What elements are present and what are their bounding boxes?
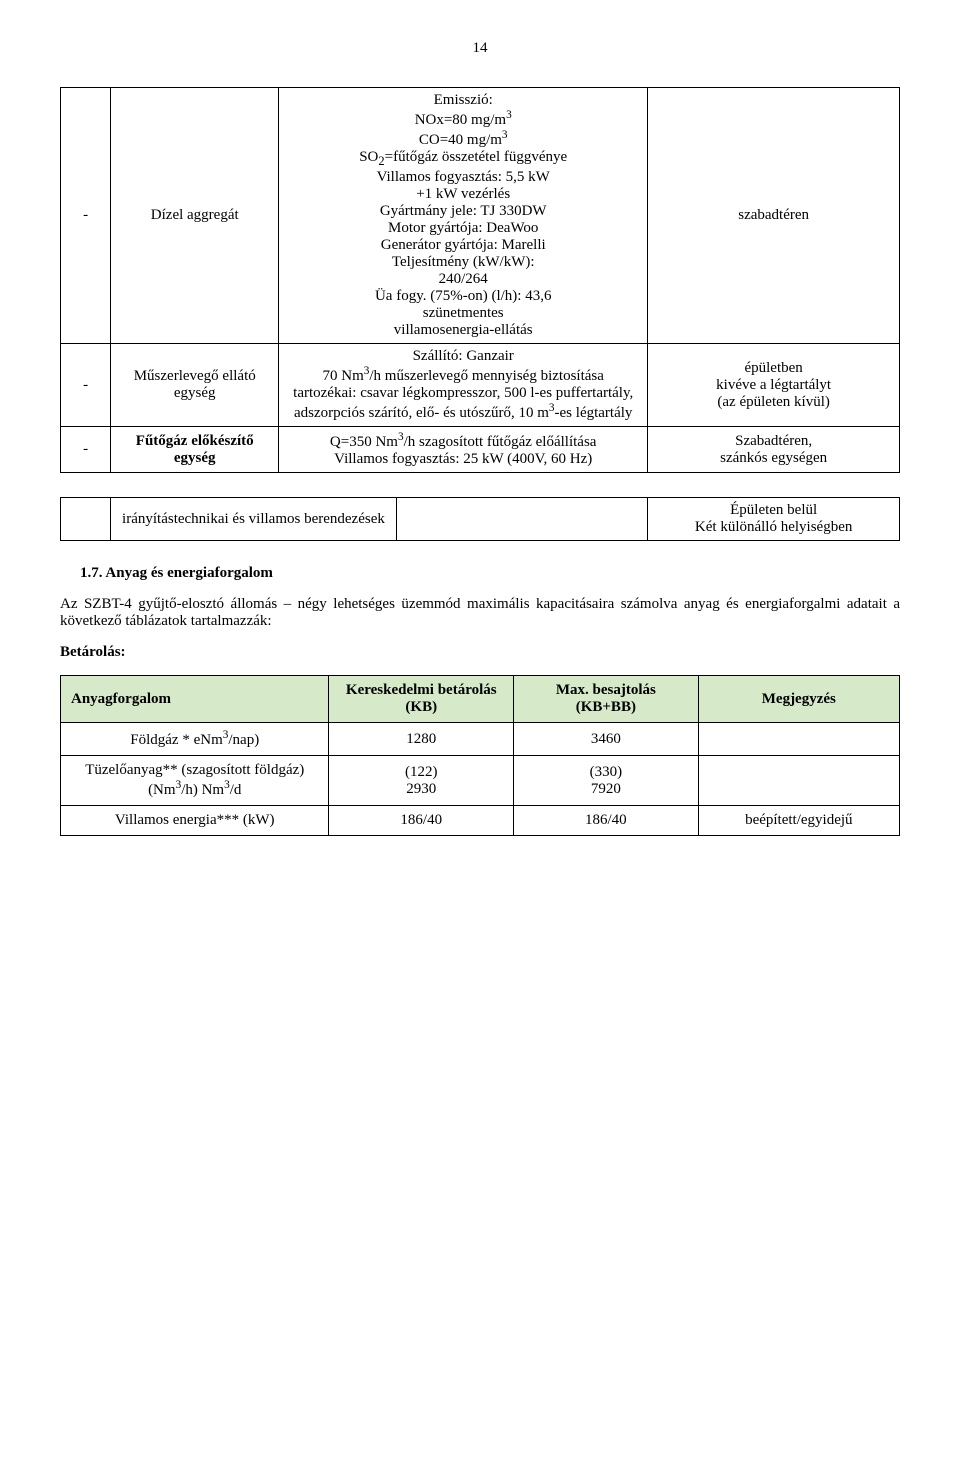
cell-megj	[698, 756, 899, 806]
section-heading: 1.7. Anyag és energiaforgalom	[80, 565, 900, 582]
table-row: -Fűtőgáz előkészítő egységQ=350 Nm3/h sz…	[61, 427, 900, 473]
table-row: Tüzelőanyag** (szagosított földgáz) (Nm3…	[61, 756, 900, 806]
cell-megj	[698, 723, 899, 756]
header-megjegyzes: Megjegyzés	[698, 676, 899, 723]
table-row: Földgáz * eNm3/nap)12803460	[61, 723, 900, 756]
cell-marker: -	[61, 344, 111, 427]
cell-kb: 1280	[329, 723, 514, 756]
page-number: 14	[60, 40, 900, 57]
control-systems-table: irányítástechnikai és villamos berendezé…	[60, 497, 900, 541]
cell-location: épületbenkivéve a légtartályt(az épülete…	[648, 344, 900, 427]
cell-marker: -	[61, 88, 111, 344]
cell-spec: Q=350 Nm3/h szagosított fűtőgáz előállít…	[279, 427, 648, 473]
cell-anyag: Villamos energia*** (kW)	[61, 806, 329, 836]
cell-location: Épületen belülKét különálló helyiségben	[648, 498, 900, 541]
table-row: Villamos energia*** (kW)186/40186/40beép…	[61, 806, 900, 836]
cell-max: 3460	[514, 723, 699, 756]
header-anyagforgalom: Anyagforgalom	[61, 676, 329, 723]
cell-kb: (122)2930	[329, 756, 514, 806]
cell-device: irányítástechnikai és villamos berendezé…	[111, 498, 396, 541]
table-header-row: Anyagforgalom Kereskedelmi betárolás (KB…	[61, 676, 900, 723]
table-row: -Műszerlevegő ellátó egységSzállító: Gan…	[61, 344, 900, 427]
equipment-table: -Dízel aggregátEmisszió:NOx=80 mg/m3CO=4…	[60, 87, 900, 473]
cell-megj: beépített/egyidejű	[698, 806, 899, 836]
cell-spec: Szállító: Ganzair70 Nm3/h műszerlevegő m…	[279, 344, 648, 427]
header-max: Max. besajtolás (KB+BB)	[514, 676, 699, 723]
table-row: -Dízel aggregátEmisszió:NOx=80 mg/m3CO=4…	[61, 88, 900, 344]
cell-location: Szabadtéren,szánkós egységen	[648, 427, 900, 473]
table3-subheading: Betárolás:	[60, 644, 900, 661]
cell-max: 186/40	[514, 806, 699, 836]
cell-spec: Emisszió:NOx=80 mg/m3CO=40 mg/m3SO2=fűtő…	[279, 88, 648, 344]
cell-device: Dízel aggregát	[111, 88, 279, 344]
header-kb: Kereskedelmi betárolás (KB)	[329, 676, 514, 723]
cell-device: Fűtőgáz előkészítő egység	[111, 427, 279, 473]
cell-spec	[396, 498, 648, 541]
cell-max: (330)7920	[514, 756, 699, 806]
cell-anyag: Tüzelőanyag** (szagosított földgáz) (Nm3…	[61, 756, 329, 806]
cell-location: szabadtéren	[648, 88, 900, 344]
cell-kb: 186/40	[329, 806, 514, 836]
cell-marker: -	[61, 427, 111, 473]
cell-col1	[61, 498, 111, 541]
cell-device: Műszerlevegő ellátó egység	[111, 344, 279, 427]
storage-table: Anyagforgalom Kereskedelmi betárolás (KB…	[60, 675, 900, 836]
cell-anyag: Földgáz * eNm3/nap)	[61, 723, 329, 756]
table-row: irányítástechnikai és villamos berendezé…	[61, 498, 900, 541]
section-paragraph: Az SZBT-4 gyűjtő-elosztó állomás – négy …	[60, 596, 900, 630]
